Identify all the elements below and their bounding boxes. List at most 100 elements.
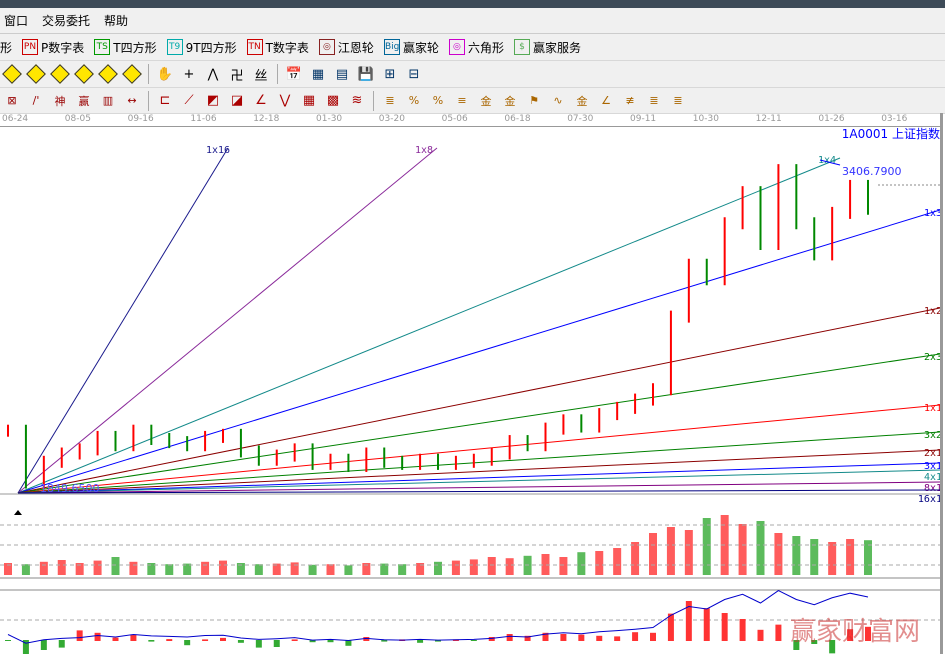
volume-bar [666,527,675,575]
tool-6[interactable]: ◎ 六角形 [448,39,504,56]
macd-bar [417,640,424,643]
utility-tool-icon[interactable]: 📅 [285,66,303,82]
tool-icon: ◎ [448,39,465,55]
draw-tool-icon[interactable]: ✋ [156,66,174,82]
macd-bar [345,640,352,646]
menu-window[interactable]: 窗口 [4,14,29,28]
macd-bar [757,629,764,641]
gann-tool-icon[interactable]: ▥ [102,94,114,107]
fan-tool-icon[interactable]: ∠ [255,93,267,108]
calc-tool-icon[interactable]: ≢ [625,94,635,107]
volume-bar [111,557,120,575]
macd-bar [542,632,549,641]
gann-line-3x1 [17,462,941,494]
utility-tool-icon[interactable]: ⊞ [384,66,396,82]
volume-bar [326,564,335,575]
date-tick: 12-18 [253,114,280,124]
macd-bar [811,640,818,644]
utility-tool-icon[interactable]: ▤ [335,66,349,82]
calc-tool-icon[interactable]: % [408,94,420,107]
gann-label: 1x4 [818,155,836,166]
tool-3[interactable]: TN T数字表 [246,39,309,56]
tool-icon: T9 [166,39,183,55]
scrollbar[interactable] [940,113,943,654]
macd-bar [148,640,155,642]
tool-icon: TS [94,39,111,55]
gann-tool-icon[interactable]: ↔ [127,94,137,107]
tool-icon: Big [383,39,400,55]
volume-bar [792,536,801,575]
macd-bar [237,640,244,643]
fan-tool-icon[interactable]: ▦ [302,93,316,108]
volume-bar [129,561,138,575]
calc-tool-icon[interactable]: ∿ [553,94,563,107]
utility-tool-icon[interactable]: ⊟ [408,66,420,82]
fan-tool-icon[interactable]: ◪ [230,93,244,108]
volume-bar [828,542,837,575]
tool-2[interactable]: T9 9T四方形 [166,39,237,56]
menu-help[interactable]: 帮助 [104,14,129,28]
gann-label: 1x16 [206,145,230,156]
calc-tool-icon[interactable]: 金 [576,94,588,108]
macd-bar [94,632,101,641]
fan-tool-icon[interactable]: ≋ [351,93,363,108]
volume-bar [613,548,622,575]
draw-tool-icon[interactable]: 丝 [254,68,268,84]
volume-bar [4,563,12,575]
calc-tool-icon[interactable]: 金 [480,94,492,108]
calc-tool-icon[interactable]: ⚑ [529,94,539,107]
gann-tool-icon[interactable]: /' [32,94,40,107]
gann-tool-icon[interactable]: ⊠ [7,94,17,107]
utility-tool-icon[interactable]: ▦ [311,66,325,82]
tool-7[interactable]: $ 赢家服务 [513,39,581,56]
draw-tool-icon[interactable]: 卍 [230,68,244,84]
tool-0[interactable]: PN P数字表 [22,39,84,56]
utility-tool-icon[interactable]: 💾 [357,66,375,82]
gann-tool-icon[interactable]: 赢 [78,94,90,108]
macd-bar [40,640,47,650]
macd-bar [381,640,388,642]
macd-bar [614,636,621,641]
menu-bar: 窗口 交易委托 帮助 [0,8,945,34]
volume-bar [864,540,872,575]
calc-tool-icon[interactable]: ≣ [673,94,683,107]
macd-bar [22,640,29,654]
volume-bar [451,560,460,575]
gann-label: 3x2 [924,430,942,441]
volume-bar [344,565,353,575]
gann-label: 2x1 [924,448,942,459]
date-tick: 12-11 [755,114,782,124]
macd-bar [435,640,441,642]
fan-tool-icon[interactable]: ⋁ [279,93,291,108]
calc-tool-icon[interactable]: 金 [504,94,516,108]
gann-line-1x8 [17,147,438,494]
tool-5[interactable]: Big 赢家轮 [383,39,439,56]
date-axis: 06-24 08-05 09-16 11-06 12-18 01-30 03-20 05-06… [0,113,940,127]
fan-tool-icon[interactable]: ⊏ [159,93,171,108]
macd-bar [76,630,83,641]
date-tick: 09-11 [630,114,657,124]
macd-bar [166,639,173,641]
named-toolbar: 形 PN P数字表 TS T四方形 T9 9T四方形 TN T数字表 ◎ 江恩轮 Big 赢家轮 ◎ 六角形… [0,34,945,61]
volume-bar [398,564,407,575]
calc-tool-icon[interactable]: ∠ [601,94,611,107]
toolbar-overflow[interactable]: 形 [0,40,13,55]
calc-tool-icon[interactable]: ≡ [457,94,467,107]
volume-bar [236,563,245,575]
menu-trade[interactable]: 交易委托 [42,14,91,28]
tool-1[interactable]: TS T四方形 [94,39,157,56]
calc-tool-icon[interactable]: % [432,94,444,107]
volume-bar [702,518,711,575]
fan-tool-icon[interactable]: ◩ [206,93,220,108]
calc-tool-icon[interactable]: ≣ [385,94,395,107]
fan-tool-icon[interactable]: ▩ [326,93,340,108]
calc-tool-icon[interactable]: ≣ [649,94,659,107]
gann-tool-icon[interactable]: 神 [54,94,66,108]
tool-4[interactable]: ◎ 江恩轮 [318,39,374,56]
volume-bar [577,552,586,575]
volume-bar [434,561,442,575]
draw-tool-icon[interactable]: ⋀ [207,66,219,82]
fan-tool-icon[interactable]: ⟋ [184,93,194,108]
draw-tool-icon[interactable]: + [183,66,195,82]
